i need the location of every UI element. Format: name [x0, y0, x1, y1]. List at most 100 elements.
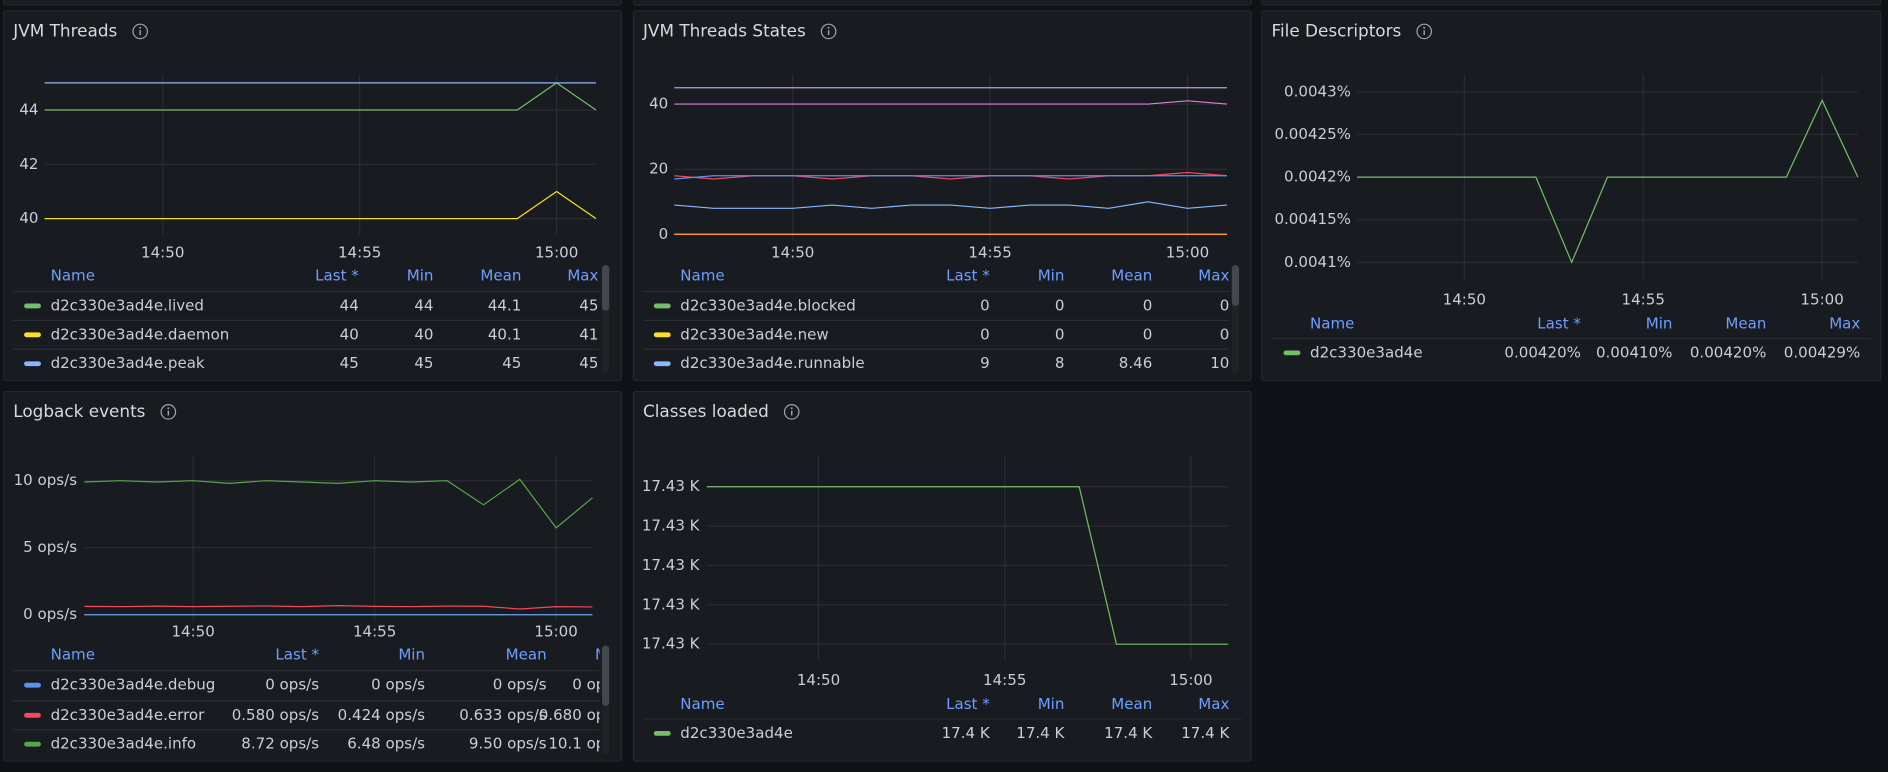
y-tick-label: 0.00425% — [1274, 125, 1351, 143]
y-tick-label: 17.43 K — [642, 477, 701, 495]
legend-row[interactable]: d2c330e3ad4e.new 0 0 0 0 — [653, 325, 1230, 343]
x-tick-label: 15:00 — [1800, 290, 1843, 308]
legend-row[interactable]: d2c330e3ad4e 0.00420% 0.00410% 0.00420% 0.00… — [1283, 343, 1861, 361]
legend: Name Last * Min Mean Max d2c330e3ad4e.debug 0 … — [13, 646, 626, 753]
legend-row[interactable]: d2c330e3ad4e.daemon 40 40 40.1 41 — [24, 325, 598, 343]
y-tick-label: 20 — [649, 160, 668, 178]
y-tick-label: 17.43 K — [642, 635, 701, 653]
legend-value: 45 — [579, 296, 598, 314]
legend-row[interactable]: d2c330e3ad4e.error 0.580 ops/s 0.424 ops/s… — [24, 706, 626, 724]
info-icon — [783, 404, 800, 420]
legend-row[interactable]: d2c330e3ad4e.peak 45 45 45 45 — [24, 354, 598, 372]
legend-header: Last * — [275, 646, 319, 664]
legend-name: d2c330e3ad4e.peak — [51, 354, 205, 372]
legend-header: Last * — [315, 266, 359, 284]
legend-header: Name — [51, 646, 95, 664]
legend-name: d2c330e3ad4e.blocked — [680, 296, 856, 314]
legend-value: 40.1 — [488, 325, 522, 343]
panel-frame — [3, 390, 622, 762]
y-tick-label: 44 — [19, 101, 38, 119]
y-tick-label: 17.43 K — [642, 556, 701, 574]
series-line — [44, 82, 597, 111]
legend-row[interactable]: d2c330e3ad4e 17.4 K 17.4 K 17.4 K 17.4 K — [653, 724, 1231, 742]
legend-value: 0.633 ops/s — [459, 706, 547, 724]
panel-title: File Descriptors — [1272, 20, 1402, 40]
info-icon — [132, 23, 149, 40]
legend-value: 0 ops/s — [493, 676, 547, 694]
x-tick-label: 15:00 — [534, 623, 577, 641]
legend: Name Last * Min Mean Max d2c330e3ad4e 0.00420%… — [1271, 314, 1872, 361]
legend-row[interactable]: d2c330e3ad4e.runnable 9 8 8.46 10 — [653, 354, 1230, 372]
legend-value: 0.680 ops/s — [539, 706, 627, 724]
legend-value: 0.00420% — [1690, 343, 1767, 361]
info-icon — [820, 23, 837, 40]
legend-value: 0 — [1143, 325, 1153, 343]
legend-swatch — [24, 712, 41, 718]
legend-name: d2c330e3ad4e.daemon — [51, 325, 230, 343]
x-tick-label: 14:50 — [1443, 290, 1486, 308]
series-line — [84, 604, 593, 610]
legend-header: Last * — [946, 695, 990, 713]
legend-header: Max — [567, 266, 598, 284]
legend-value: 0 — [980, 296, 990, 314]
x-tick-label: 14:50 — [171, 623, 214, 641]
legend-value: 17.4 K — [1181, 724, 1230, 742]
legend-header: Max — [1198, 266, 1229, 284]
legend-name: d2c330e3ad4e.runnable — [680, 354, 864, 372]
panel: Logback events 14:50 14:55 15:00 0 ops/s 5 op… — [3, 390, 626, 762]
panel: File Descriptors 14:50 14:55 15:00 0.0041% 0.… — [1261, 10, 1882, 382]
panel-frame — [632, 390, 1252, 762]
legend-value: 10.1 ops/s — [548, 735, 626, 753]
panel-frame — [1261, 10, 1882, 382]
legend-header: Last * — [946, 266, 990, 284]
x-tick-label: 14:55 — [968, 243, 1011, 261]
x-tick-label: 15:00 — [1169, 671, 1212, 689]
y-tick-label: 0.0042% — [1284, 168, 1351, 186]
y-tick-label: 0.0043% — [1284, 82, 1351, 100]
legend-value: 45 — [340, 354, 359, 372]
legend-value: 8.72 ops/s — [241, 735, 319, 753]
legend-header: Last * — [1537, 314, 1581, 332]
panel-title: Logback events — [13, 401, 145, 421]
y-tick-label: 0.00415% — [1274, 210, 1351, 228]
info-icon — [160, 404, 177, 420]
legend-value: 0 ops/s — [572, 676, 626, 694]
legend-row[interactable]: d2c330e3ad4e.blocked 0 0 0 0 — [653, 296, 1230, 314]
panel-title: JVM Threads States — [642, 20, 806, 40]
legend-header: Mean — [506, 646, 547, 664]
x-tick-label: 14:55 — [1622, 290, 1665, 308]
legend-value: 9 — [980, 354, 990, 372]
series-line — [706, 486, 1229, 645]
legend-value: 45 — [502, 354, 521, 372]
panel-title: JVM Threads — [12, 20, 117, 40]
legend-value: 17.4 K — [942, 724, 991, 742]
legend-name: d2c330e3ad4e.info — [51, 735, 197, 753]
legend-swatch — [1283, 350, 1301, 356]
legend-value: 17.4 K — [1104, 724, 1153, 742]
y-tick-label: 17.43 K — [642, 595, 701, 613]
y-tick-label: 40 — [19, 209, 38, 227]
legend-value: 0 — [1143, 296, 1153, 314]
legend-header: Min — [1646, 314, 1673, 332]
legend-value: 44 — [340, 296, 359, 314]
x-tick-label: 14:50 — [797, 671, 840, 689]
x-tick-label: 14:55 — [983, 671, 1026, 689]
legend-row[interactable]: d2c330e3ad4e.lived 44 44 44.1 45 — [24, 296, 598, 314]
legend-header: Name — [1310, 314, 1354, 332]
legend-row[interactable]: d2c330e3ad4e.debug 0 ops/s 0 ops/s 0 ops/s 0… — [24, 676, 626, 694]
legend-header: Name — [51, 266, 95, 284]
panel-frame — [632, 10, 1252, 382]
x-tick-label: 14:50 — [141, 243, 184, 261]
legend-header: Min — [398, 646, 425, 664]
legend-value: 10 — [1210, 354, 1229, 372]
legend-row[interactable]: d2c330e3ad4e.info 8.72 ops/s 6.48 ops/s 9.5… — [24, 735, 626, 753]
y-tick-label: 0.0041% — [1284, 253, 1351, 271]
y-tick-label: 40 — [649, 95, 668, 113]
legend-swatch — [24, 682, 41, 688]
legend-value: 0 — [1055, 296, 1065, 314]
series-line — [84, 478, 593, 529]
legend-swatch — [653, 332, 671, 338]
legend-value: 9.50 ops/s — [469, 735, 547, 753]
legend-header: Name — [680, 266, 724, 284]
